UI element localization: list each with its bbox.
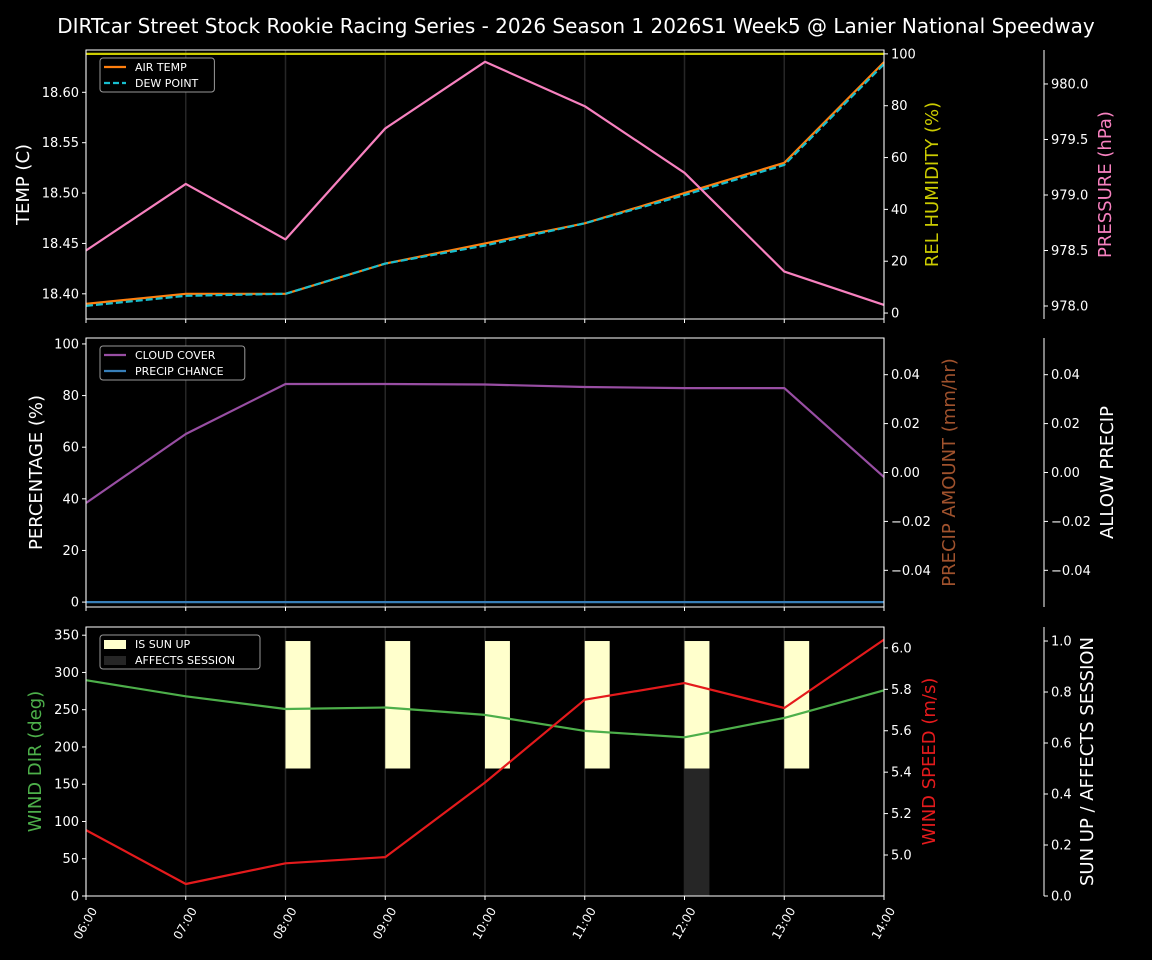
y-tick-label: 60	[891, 151, 908, 166]
y-tick-label: 0.02	[1051, 417, 1080, 432]
y-tick-label: 50	[62, 852, 79, 867]
y-tick-label: −0.02	[1051, 515, 1091, 530]
y-tick-label: 60	[62, 441, 79, 456]
legend-label: PRECIP CHANCE	[135, 365, 224, 378]
x-tick-label: 07:00	[171, 905, 200, 942]
legend: AIR TEMP DEW POINT	[99, 57, 215, 93]
y-tick-label: 0.4	[1051, 788, 1072, 803]
y-tick-label: 200	[54, 740, 79, 755]
y-tick-label: −0.04	[891, 564, 931, 579]
y-tick-label: 40	[62, 492, 79, 507]
is-sun-up-bar	[285, 641, 311, 769]
y-tick-label: 0.04	[1051, 368, 1080, 383]
dew-point-line	[85, 63, 885, 307]
cloud-cover-line	[85, 382, 885, 504]
y-tick-label: 0.02	[891, 417, 920, 432]
affects-session-bar	[684, 768, 710, 896]
is-sun-up-bar	[485, 641, 510, 769]
y-tick-label: 20	[62, 544, 79, 559]
y-tick-label: 20	[891, 255, 908, 270]
x-tick-label: 08:00	[270, 905, 299, 942]
y-tick-label: 80	[891, 99, 908, 114]
y-tick-label: 0.00	[891, 466, 920, 481]
y-tick-label: 0	[891, 307, 899, 322]
y-tick-label: 18.55	[42, 136, 79, 151]
is-sun-up-bar	[584, 641, 610, 769]
y-tick-label: 100	[891, 47, 916, 62]
y-tick-label: 250	[54, 703, 79, 718]
y-tick-label: 5.0	[891, 848, 912, 863]
legend-box	[99, 345, 246, 381]
y-tick-label: 0	[71, 596, 79, 611]
y-tick-label: 1.0	[1051, 635, 1072, 650]
axis-label: WIND SPEED (m/s)	[919, 678, 940, 846]
x-tick-label: 14:00	[869, 905, 898, 942]
legend-swatch	[104, 656, 126, 665]
y-tick-label: 5.2	[891, 807, 912, 822]
y-tick-label: 18.60	[42, 86, 79, 101]
y-tick-label: 0.6	[1051, 737, 1072, 752]
y-tick-label: 350	[54, 629, 79, 644]
y-tick-label: 150	[54, 778, 79, 793]
axis-label: PERCENTAGE (%)	[26, 395, 47, 550]
axis-label: REL HUMIDITY (%)	[922, 102, 943, 267]
y-tick-label: 979.5	[1051, 133, 1088, 148]
y-tick-label: 300	[54, 666, 79, 681]
x-tick-label: 11:00	[570, 905, 599, 942]
legend-label: DEW POINT	[135, 77, 199, 90]
y-tick-label: 979.0	[1051, 188, 1088, 203]
is-sun-up-bar	[684, 641, 710, 769]
legend: IS SUN UP AFFECTS SESSION	[99, 634, 261, 670]
y-tick-label: 18.40	[42, 287, 79, 302]
y-tick-label: 6.0	[891, 641, 912, 656]
legend-swatch	[104, 640, 126, 649]
y-tick-label: 40	[891, 203, 908, 218]
y-tick-label: 100	[54, 337, 79, 352]
x-tick-label: 10:00	[470, 905, 499, 942]
legend-label: AIR TEMP	[135, 61, 187, 74]
x-tick-label: 12:00	[669, 905, 698, 942]
legend-label: AFFECTS SESSION	[135, 654, 235, 667]
axis-label: WIND DIR (deg)	[25, 691, 46, 833]
legend-box	[99, 634, 261, 670]
y-tick-label: 18.45	[42, 237, 79, 252]
legend: CLOUD COVER PRECIP CHANCE	[99, 345, 246, 381]
y-tick-label: 0.2	[1051, 839, 1072, 854]
y-tick-label: 18.50	[42, 187, 79, 202]
y-tick-label: 0.8	[1051, 686, 1072, 701]
series-pres-line	[85, 60, 885, 306]
y-tick-label: 978.5	[1051, 244, 1088, 259]
axis-label: SUN UP / AFFECTS SESSION	[1077, 637, 1098, 886]
x-tick-label: 09:00	[370, 905, 399, 942]
y-tick-label: −0.04	[1051, 564, 1091, 579]
y-tick-label: 0.00	[1051, 466, 1080, 481]
axis-label: TEMP (C)	[13, 144, 34, 226]
y-tick-label: 978.0	[1051, 300, 1088, 315]
y-tick-label: 80	[62, 389, 79, 404]
axis-label: PRESSURE (hPa)	[1095, 111, 1116, 258]
y-tick-label: 980.0	[1051, 77, 1088, 92]
is-sun-up-bar	[385, 641, 411, 769]
y-tick-label: −0.02	[891, 515, 931, 530]
y-tick-label: 100	[54, 815, 79, 830]
x-tick-label: 13:00	[769, 905, 798, 942]
legend-box	[99, 57, 215, 93]
air-temp-line	[85, 61, 885, 305]
chart-title: DIRTcar Street Stock Rookie Racing Serie…	[57, 14, 1095, 38]
y-tick-label: 5.4	[891, 766, 912, 781]
series-spd-line	[85, 638, 885, 886]
y-tick-label: 0.04	[891, 368, 920, 383]
y-tick-label: 0.0	[1051, 890, 1072, 905]
y-tick-label: 0	[71, 890, 79, 905]
series-dir-line	[85, 679, 885, 739]
legend-label: IS SUN UP	[135, 638, 191, 651]
axis-label: PRECIP AMOUNT (mm/hr)	[939, 358, 960, 587]
y-tick-label: 5.8	[891, 683, 912, 698]
legend-label: CLOUD COVER	[135, 349, 216, 362]
axis-label: ALLOW PRECIP	[1097, 406, 1118, 539]
x-tick-label: 06:00	[71, 905, 100, 942]
y-tick-label: 5.6	[891, 724, 912, 739]
